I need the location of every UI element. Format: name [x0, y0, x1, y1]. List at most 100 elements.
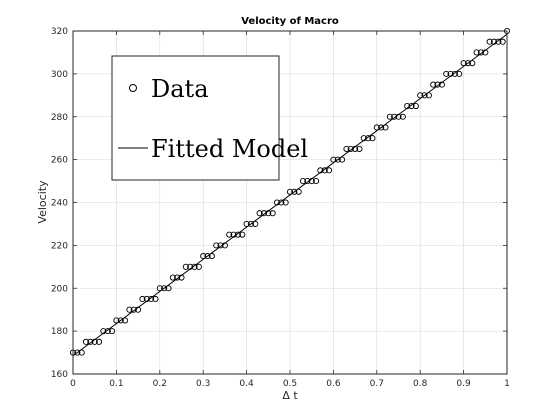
data-point [109, 328, 116, 335]
y-axis-ticks: 160 180 200 220 240 260 280 300 320 [51, 27, 507, 380]
data-point [165, 285, 172, 292]
data-point [382, 124, 389, 131]
data-point [460, 60, 467, 67]
y-tick-label: 240 [51, 199, 68, 209]
y-tick-label: 160 [51, 370, 68, 380]
data-point [135, 306, 142, 313]
data-point [412, 102, 419, 110]
data-point [143, 295, 150, 303]
data-point [82, 338, 90, 345]
data-point [191, 263, 198, 270]
data-point [334, 156, 341, 163]
data-point [74, 349, 81, 356]
data-point [495, 38, 502, 45]
data-point [234, 231, 241, 238]
legend-data-marker [129, 84, 137, 92]
data-point [343, 145, 350, 152]
x-tick-label: 0.2 [153, 379, 167, 389]
data-point [100, 328, 107, 335]
data-point [200, 253, 207, 260]
data-point [339, 156, 346, 163]
x-tick-label: 0 [70, 379, 76, 389]
y-tick-label: 300 [51, 70, 68, 80]
data-point [139, 295, 146, 303]
legend: Data Fitted Model [111, 55, 308, 181]
data-point [152, 295, 159, 303]
data-point [78, 349, 85, 356]
data-point [473, 49, 480, 56]
data-point [469, 60, 476, 67]
y-tick-label: 220 [51, 241, 68, 251]
data-point [386, 113, 393, 120]
data-point [195, 263, 202, 270]
data-point [408, 102, 415, 110]
data-point [117, 317, 124, 324]
x-tick-label: 0.8 [413, 379, 428, 389]
legend-box [111, 55, 280, 181]
data-point [252, 220, 259, 227]
data-point [499, 38, 506, 45]
data-point [148, 295, 155, 303]
data-point [477, 49, 485, 56]
data-point [330, 156, 337, 163]
data-point [326, 167, 333, 174]
data-point [213, 242, 220, 249]
data-point [378, 124, 385, 131]
data-point [347, 145, 354, 152]
data-point [308, 178, 315, 185]
data-point [417, 92, 424, 99]
data-point [256, 210, 263, 217]
data-point [291, 188, 298, 195]
data-point [91, 338, 98, 345]
y-tick-label: 280 [51, 113, 68, 123]
data-point [486, 38, 493, 45]
data-point [464, 60, 471, 67]
data-point [87, 338, 94, 345]
data-point [373, 124, 380, 131]
data-point [187, 263, 194, 270]
data-point [247, 220, 254, 227]
data-point [226, 231, 233, 238]
data-point [490, 38, 498, 45]
data-point [282, 199, 289, 206]
data-point [356, 145, 363, 152]
x-tick-label: 0.3 [196, 379, 210, 389]
data-point [269, 210, 276, 217]
data-point [265, 210, 272, 217]
data-point [230, 231, 237, 238]
data-point [217, 242, 224, 249]
data-point [239, 231, 246, 238]
fitted-model-line-group [72, 33, 508, 357]
x-tick-label: 0.9 [456, 379, 471, 389]
data-point [174, 274, 181, 281]
data-point [204, 253, 211, 260]
data-point [260, 210, 268, 217]
data-point [299, 178, 307, 185]
data-point [104, 328, 111, 335]
data-point [352, 145, 359, 152]
data-point [434, 81, 441, 88]
x-tick-label: 1 [504, 379, 510, 389]
data-point [404, 102, 411, 110]
data-point [421, 92, 428, 99]
x-tick-label: 0.4 [239, 379, 254, 389]
y-tick-label: 180 [51, 327, 68, 337]
data-point [130, 306, 137, 313]
data-point [312, 178, 320, 185]
data-point [169, 274, 176, 281]
x-tick-label: 0.6 [326, 379, 341, 389]
data-point [178, 274, 185, 281]
x-axis-label: Δ t [282, 389, 298, 402]
x-tick-label: 0.7 [370, 379, 384, 389]
data-point [278, 199, 285, 206]
chart-title: Velocity of Macro [241, 16, 339, 27]
data-point [456, 70, 463, 77]
data-point [391, 113, 398, 120]
x-tick-label: 0.5 [283, 379, 297, 389]
x-tick-label: 0.1 [109, 379, 123, 389]
y-axis-label: Velocity [36, 180, 49, 224]
legend-entry-data: Data [151, 75, 209, 103]
data-point [95, 338, 103, 345]
data-point [395, 113, 402, 120]
